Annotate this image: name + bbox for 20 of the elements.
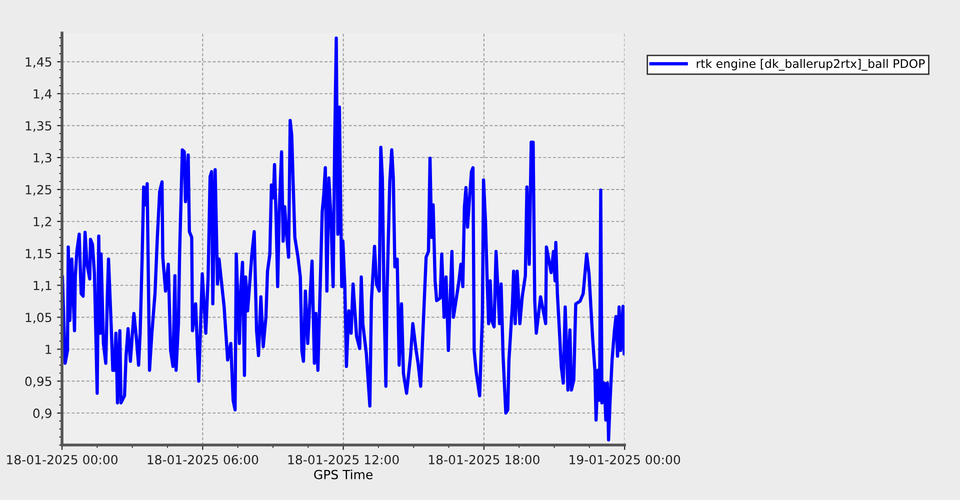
y-tick-label: 1,4 xyxy=(34,89,52,100)
line-series xyxy=(62,36,625,442)
y-tick-label: 0,95 xyxy=(25,376,52,388)
legend-label: rtk engine [dk_ballerup2rtx]_ball PDOP xyxy=(696,58,925,71)
y-tick-label: 1,25 xyxy=(26,184,52,196)
y-tick-label: 0,9 xyxy=(33,408,52,420)
x-tick-label: 18-01-2025 00:00 xyxy=(7,454,118,464)
y-tick-label: 1,35 xyxy=(26,121,52,132)
y-tick-label: 1,3 xyxy=(34,153,52,164)
y-tick-label: 1,1 xyxy=(34,280,52,292)
y-tick-label: 1,2 xyxy=(34,216,52,228)
y-tick-label: 1 xyxy=(46,344,52,354)
x-tick-label: 18-01-2025 18:00 xyxy=(428,454,540,464)
x-axis-title: GPS Time xyxy=(314,470,372,480)
x-tick-label: 18-01-2025 12:00 xyxy=(288,454,399,464)
x-tick-label: 18-01-2025 06:00 xyxy=(148,454,258,464)
y-tick-label: 1,15 xyxy=(26,249,52,260)
x-tick-label: 19-01-2025 00:00 xyxy=(570,454,680,464)
y-tick-label: 1,05 xyxy=(26,312,52,324)
y-tick-label: 1,45 xyxy=(26,57,52,68)
